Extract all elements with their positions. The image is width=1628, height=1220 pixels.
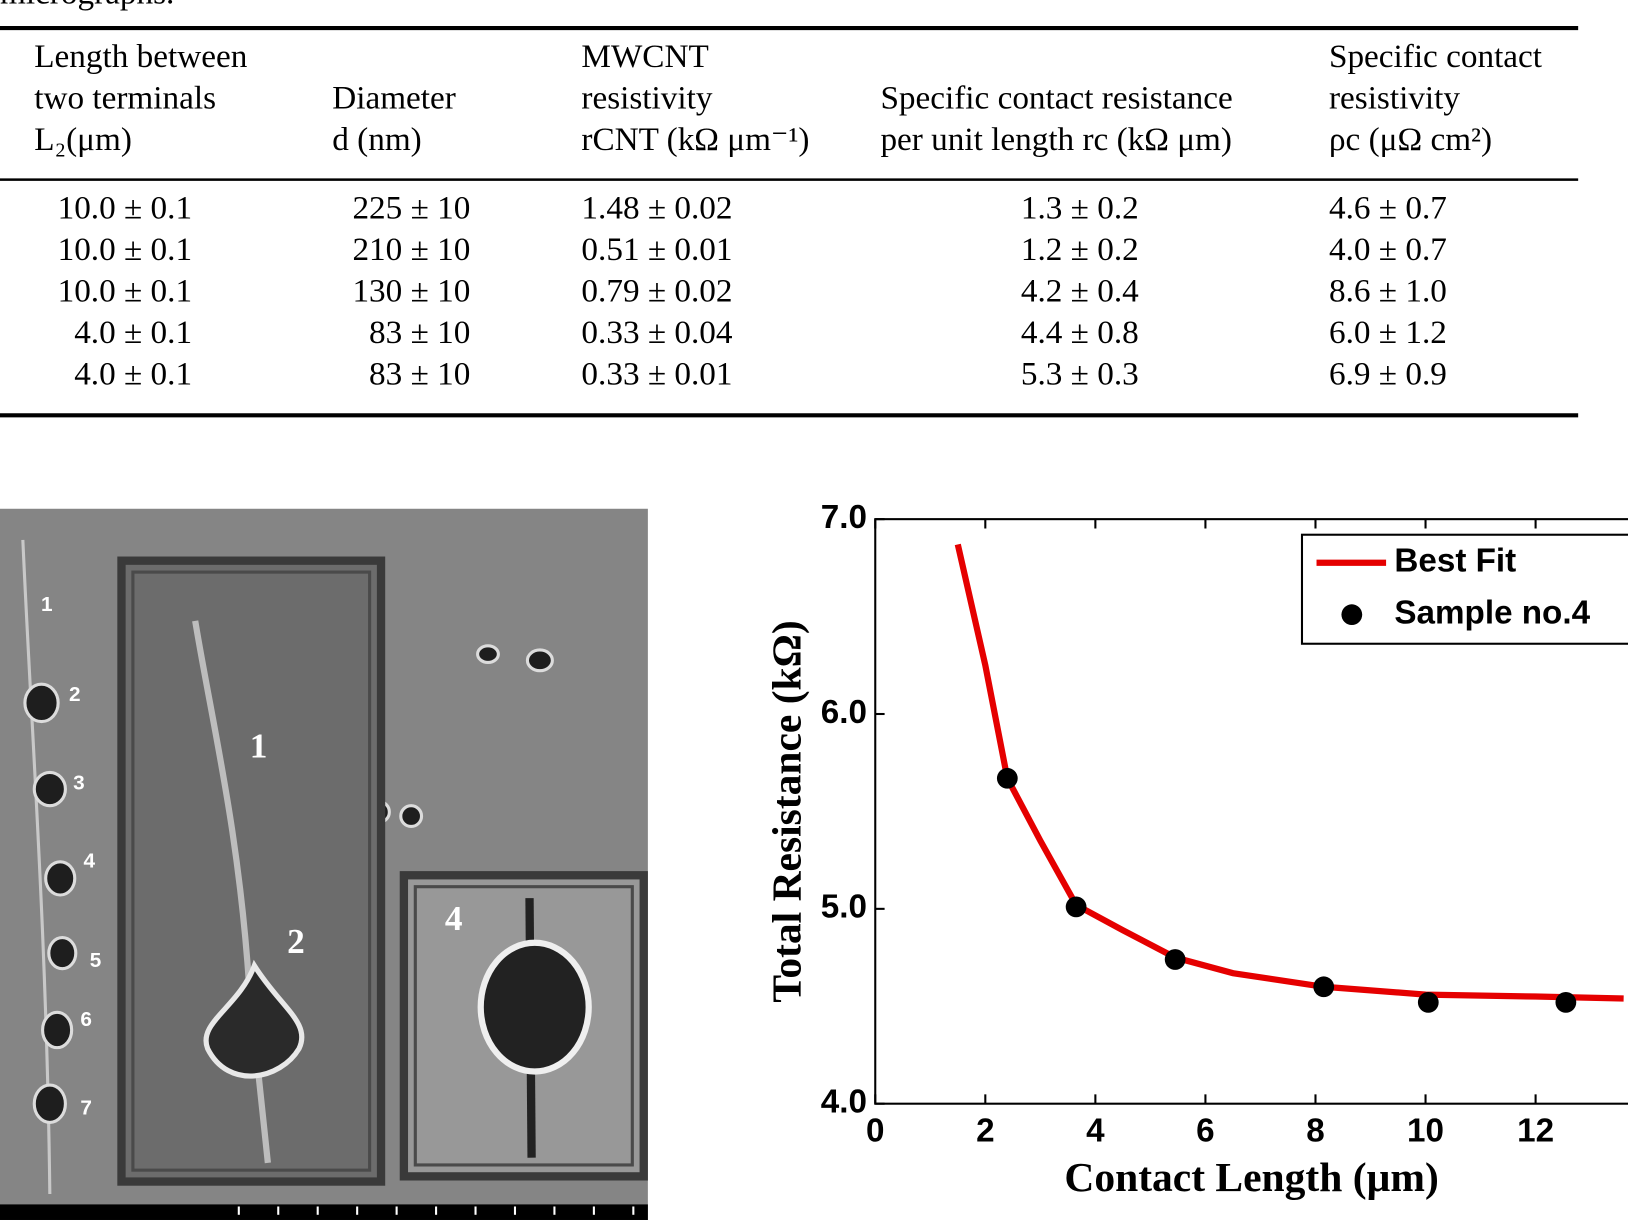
table-header: resistivity bbox=[1329, 79, 1460, 116]
table-cell: 6.0 ± 1.2 bbox=[1329, 314, 1447, 351]
table-cell: 0.33 ± 0.04 bbox=[581, 314, 732, 351]
fit-line bbox=[954, 543, 1624, 1002]
inset-1 bbox=[117, 556, 386, 1186]
pad-label: 7 bbox=[80, 1096, 92, 1119]
table-header: L₂(μm) bbox=[34, 121, 132, 158]
inset-label: 4 bbox=[445, 899, 463, 938]
x-tick-label: 4 bbox=[1086, 1113, 1105, 1150]
table-cell: 4.0 ± 0.7 bbox=[1329, 231, 1447, 268]
table-cell: 210 ± 10 bbox=[352, 231, 470, 268]
table-cell: 10.0 ± 0.1 bbox=[58, 231, 192, 268]
table-header: Specific contact resistance bbox=[880, 79, 1232, 116]
pad-label: 3 bbox=[73, 771, 85, 794]
data-point bbox=[1555, 991, 1577, 1013]
scale-strip bbox=[0, 1204, 648, 1220]
table-cell: 0.79 ± 0.02 bbox=[581, 272, 732, 309]
x-tick-label: 10 bbox=[1407, 1113, 1444, 1150]
table-header: per unit length rc (kΩ μm) bbox=[880, 121, 1232, 158]
x-tick-label: 8 bbox=[1306, 1113, 1324, 1150]
table-header: rCNT (kΩ μm⁻¹) bbox=[581, 121, 809, 158]
table-cell: 130 ± 10 bbox=[352, 272, 470, 309]
y-tick-label: 5.0 bbox=[821, 889, 867, 926]
table-cell: 10.0 ± 0.1 bbox=[58, 272, 192, 309]
pad-label: 4 bbox=[84, 849, 96, 872]
table-cell: 1.48 ± 0.02 bbox=[581, 189, 732, 226]
pad-label: 5 bbox=[90, 949, 102, 972]
micrograph bbox=[0, 508, 648, 1220]
data-point bbox=[1313, 976, 1335, 998]
x-tick-label: 6 bbox=[1196, 1113, 1214, 1150]
table-header: Length between bbox=[34, 38, 247, 75]
table-cell: 10.0 ± 0.1 bbox=[58, 189, 192, 226]
x-tick-label: 2 bbox=[976, 1113, 994, 1150]
legend-label: Best Fit bbox=[1394, 543, 1516, 580]
y-tick-label: 7.0 bbox=[821, 499, 867, 536]
table-header: ρc (μΩ cm²) bbox=[1329, 121, 1492, 158]
table-cell: 1.2 ± 0.2 bbox=[1021, 231, 1139, 268]
table-cell: 0.33 ± 0.01 bbox=[581, 356, 732, 393]
pad-label: 1 bbox=[41, 593, 53, 616]
y-tick-label: 4.0 bbox=[821, 1083, 867, 1120]
table-header: Specific contact bbox=[1329, 38, 1543, 75]
pad-label: 2 bbox=[69, 683, 81, 706]
table-cell: 8.6 ± 1.0 bbox=[1329, 272, 1447, 309]
data-point bbox=[1065, 896, 1087, 918]
data-point bbox=[996, 767, 1018, 789]
table-cell: 4.6 ± 0.7 bbox=[1329, 189, 1447, 226]
table-header: d (nm) bbox=[332, 121, 422, 158]
inset-2-border bbox=[413, 885, 634, 1167]
contact-pads bbox=[23, 644, 554, 1124]
x-axis-title: Contact Length (µm) bbox=[1064, 1154, 1438, 1201]
inset-nanotube bbox=[192, 620, 271, 1164]
table-cell: 83 ± 10 bbox=[369, 356, 470, 393]
plot-frame bbox=[874, 518, 1628, 1105]
table-header: MWCNT bbox=[581, 38, 708, 75]
table-cell: 4.0 ± 0.1 bbox=[74, 356, 192, 393]
table-cell: 0.51 ± 0.01 bbox=[581, 231, 732, 268]
table-cell: 4.0 ± 0.1 bbox=[74, 314, 192, 351]
table-cell: 4.4 ± 0.8 bbox=[1021, 314, 1139, 351]
inset-pad bbox=[203, 959, 305, 1079]
legend-marker bbox=[1341, 604, 1363, 626]
y-axis-title: Total Resistance (kΩ) bbox=[764, 620, 811, 1002]
caption: micrographs. bbox=[0, 0, 174, 11]
table-cell: 1.3 ± 0.2 bbox=[1021, 189, 1139, 226]
x-tick-label: 0 bbox=[866, 1113, 884, 1150]
table-cell: 6.9 ± 0.9 bbox=[1329, 356, 1447, 393]
inset-label: 2 bbox=[287, 922, 305, 961]
y-tick-label: 6.0 bbox=[821, 694, 867, 731]
pad-label: 6 bbox=[80, 1008, 92, 1031]
data-point bbox=[1417, 991, 1439, 1013]
legend-box bbox=[1300, 533, 1628, 645]
data-point bbox=[1164, 949, 1186, 970]
table-cell: 4.2 ± 0.4 bbox=[1021, 272, 1139, 309]
inset-2-pad bbox=[477, 939, 592, 1075]
x-tick-label: 12 bbox=[1517, 1113, 1554, 1150]
table-header: resistivity bbox=[581, 79, 712, 116]
table-header: two terminals bbox=[34, 79, 216, 116]
inset-1-border bbox=[131, 570, 372, 1172]
table-cell: 5.3 ± 0.3 bbox=[1021, 356, 1139, 393]
table-cell: 225 ± 10 bbox=[352, 189, 470, 226]
table-header: Diameter bbox=[332, 79, 456, 116]
legend-label: Sample no.4 bbox=[1394, 594, 1590, 631]
table-cell: 83 ± 10 bbox=[369, 314, 470, 351]
inset-label: 1 bbox=[250, 727, 268, 766]
